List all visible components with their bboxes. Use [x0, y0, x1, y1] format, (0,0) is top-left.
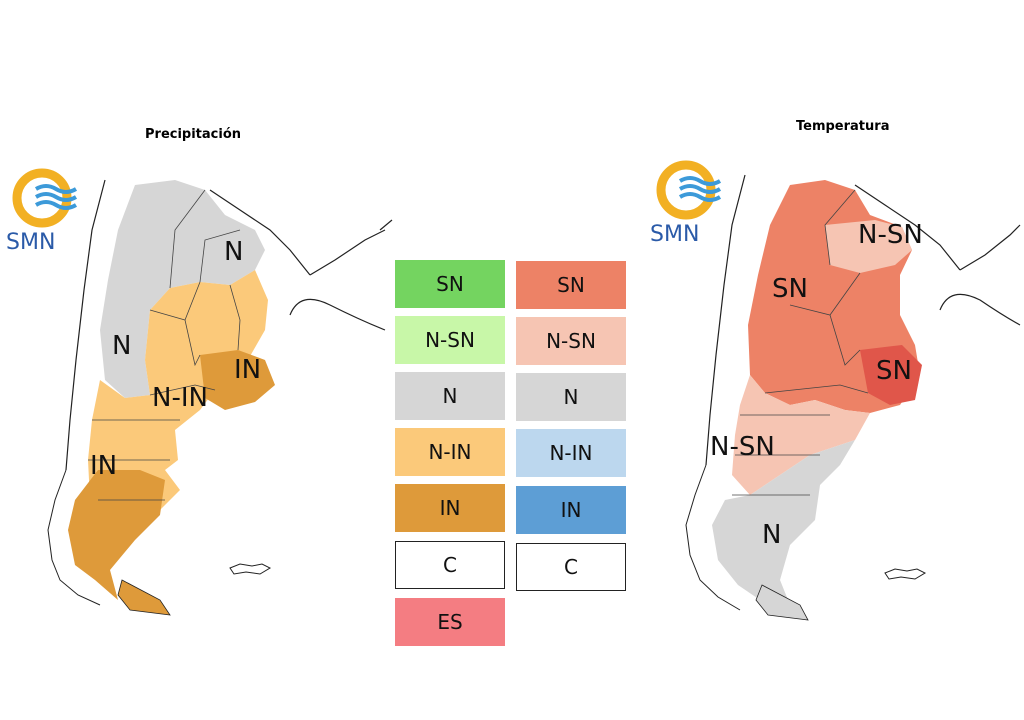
- legend-item-sn: SN: [516, 261, 626, 309]
- country-borders: [65, 179, 393, 471]
- legend-item-n-in: N-IN: [516, 429, 626, 477]
- malvinas: [229, 563, 272, 575]
- legend-item-n: N: [516, 373, 626, 421]
- precip-title: Precipitación: [145, 127, 242, 142]
- map-label: SN: [772, 274, 808, 304]
- map-label: N-SN: [710, 432, 775, 462]
- legend-item-in: IN: [395, 484, 505, 532]
- temp-title: Temperatura: [796, 119, 890, 134]
- smn-logo-icon: [12, 168, 78, 228]
- region-n-in: [88, 270, 268, 530]
- map-label: N: [762, 520, 781, 550]
- legend-item-c: C: [516, 543, 626, 591]
- map-label: IN: [234, 355, 261, 385]
- legend-item-sn: SN: [395, 260, 505, 308]
- legend-item-c: C: [395, 541, 505, 589]
- region-in-east: [200, 350, 275, 410]
- province-borders: [88, 189, 241, 501]
- smn-logo-left: SMN: [6, 168, 86, 258]
- precipitation-map: N N IN N-IN IN: [47, 179, 393, 616]
- legend-item-n-sn: N-SN: [516, 317, 626, 365]
- map-label: N-SN: [858, 220, 923, 250]
- region-n-sn-north: [825, 220, 912, 273]
- chile-coast: [685, 464, 741, 611]
- map-label: N: [224, 237, 243, 267]
- country-borders: [705, 174, 1021, 466]
- legend-item-es: ES: [395, 598, 505, 646]
- map-label: SN: [876, 356, 912, 386]
- region-n-south: [712, 440, 855, 605]
- region-n-sn-south: [732, 375, 870, 495]
- smn-logo-right: SMN: [650, 160, 730, 250]
- region-sn-east: [860, 345, 922, 405]
- malvinas: [884, 568, 927, 580]
- province-borders: [732, 189, 869, 496]
- map-label: N: [112, 331, 131, 361]
- map-label: N-IN: [152, 383, 208, 413]
- legend-item-n-in: N-IN: [395, 428, 505, 476]
- smn-logo-icon: [656, 160, 722, 220]
- legend-item-n-sn: N-SN: [395, 316, 505, 364]
- temperature-map: N-SN SN SN N-SN N: [685, 174, 1021, 621]
- region-in-south: [68, 470, 165, 600]
- map-label: IN: [90, 451, 117, 481]
- smn-logo-text: SMN: [6, 230, 56, 255]
- tierra-del-fuego: [755, 584, 809, 621]
- smn-logo-text: SMN: [650, 222, 700, 247]
- legend-item-in: IN: [516, 486, 626, 534]
- chile-coast: [47, 469, 101, 606]
- legend-item-n: N: [395, 372, 505, 420]
- tierra-del-fuego: [117, 579, 171, 616]
